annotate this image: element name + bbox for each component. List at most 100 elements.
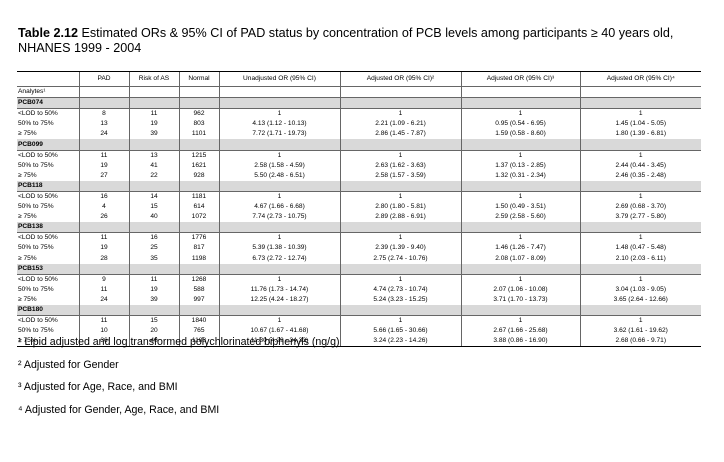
row-label: <LOD to 50% [18,317,58,325]
table-row: <LOD to 50% 11 13 1215 1 1 1 1 [17,150,701,161]
table-cell: 24 [78,294,129,305]
table-cell: 1268 [178,274,219,285]
table-caption: Table 2.12 Estimated ORs & 95% CI of PAD… [18,26,698,56]
row-label: ≥ 75% [18,130,37,138]
header-cell-pad: PAD [78,71,129,87]
table-cell: 2.07 (1.06 - 10.08) [460,284,580,295]
table-cell: 8 [78,108,129,120]
table-cell: 1 [339,274,461,285]
table-cell: 16 [128,232,179,244]
analytes-label-row: Analytes¹ [17,86,701,99]
table-row: ≥ 75% 24 39 997 12.25 (4.24 - 18.27) 5.24 (3.… [17,294,701,305]
table-cell: 2.80 (1.80 - 5.81) [339,202,461,213]
table-cell: 41 [128,160,179,171]
table-cell: 1 [339,232,461,244]
table-cell: 10.67 (1.67 - 41.68) [218,326,340,337]
table-cell: 11.30 (4.29 - 34.33) [218,336,340,348]
table-cell: 3.79 (2.77 - 5.80) [579,212,701,223]
table-cell: 2.08 (1.07 - 8.09) [460,253,580,264]
table-cell: 817 [178,243,219,254]
table-cell: 1 [218,274,340,285]
table-cell: 19 [128,284,179,295]
table-cell: 803 [178,119,219,130]
table-cell: 1.48 (0.47 - 5.48) [579,243,701,254]
table-cell: 1 [579,274,701,285]
table-cell: 1.45 (1.04 - 5.05) [579,119,701,130]
row-label: 50% to 75% [18,327,54,335]
table-cell: 19 [78,243,129,254]
table-cell: 1.59 (0.58 - 8.60) [460,129,580,140]
table-cell: 0.95 (0.54 - 6.95) [460,119,580,130]
table-cell: 1840 [178,315,219,327]
row-label: ≥ 75% [18,213,37,221]
row-label: <LOD to 50% [18,151,58,159]
table-cell: 11 [78,232,129,244]
table-cell: 5.50 (2.48 - 6.51) [218,170,340,181]
table-cell: 25 [128,243,179,254]
table-body: Analytes¹ PCB074 <LOD to 50% 8 11 962 1 1 1 1 50%… [17,86,701,348]
table-cell: 5.39 (1.38 - 10.39) [218,243,340,254]
table-cell: 2.86 (1.45 - 7.87) [339,129,461,140]
table-cell: 1 [460,274,580,285]
footnote-3: ³ Adjusted for Age, Race, and BMI [18,381,178,393]
table-cell: 1 [579,191,701,203]
table-row: ≥ 75% 24 39 1101 7.72 (1.71 - 19.73) 2.86 (1.… [17,129,701,140]
table-cell: 4.67 (1.66 - 6.68) [218,202,340,213]
table-row: 50% to 75% 19 25 817 5.39 (1.38 - 10.39) 2.39… [17,243,701,254]
table-number: Table 2.12 [18,26,78,40]
table-cell: 1 [460,232,580,244]
table-cell: 1621 [178,160,219,171]
table-row: ≥ 75% 27 22 928 5.50 (2.48 - 6.51) 2.58 (1.57… [17,170,701,181]
row-label: 50% to 75% [18,203,54,211]
table-cell: 14 [128,191,179,203]
table-cell: 39 [128,294,179,305]
table-cell: 5.24 (3.23 - 15.25) [339,294,461,305]
table-cell: 2.63 (1.62 - 3.63) [339,160,461,171]
table-row: 50% to 75% 4 15 614 4.67 (1.66 - 6.68) 2.80 (… [17,202,701,213]
table-cell: 2.59 (2.58 - 5.60) [460,212,580,223]
table-cell: 15 [128,315,179,327]
table-cell: 40 [128,336,179,348]
table-row: <LOD to 50% 9 11 1268 1 1 1 1 [17,274,701,285]
table-cell: 1198 [178,253,219,264]
row-label: 50% to 75% [18,161,54,169]
table-cell: 9 [78,274,129,285]
table-cell: 1 [218,108,340,120]
table-cell: 1 [339,150,461,161]
header-cell-risk: Risk of AS [128,71,179,87]
table-row: 50% to 75% 11 19 588 11.76 (1.73 - 14.74) 4.7… [17,284,701,295]
table-cell: 1 [579,232,701,244]
table-row: <LOD to 50% 11 15 1840 1 1 1 1 [17,315,701,327]
group-row: PCB099 [17,139,701,151]
table-cell: 1.80 (1.39 - 6.81) [579,129,701,140]
group-row: PCB180 [17,304,701,317]
table-cell: 2.21 (1.09 - 6.21) [339,119,461,130]
footnote-2: ² Adjusted for Gender [18,359,119,371]
group-row: PCB074 [17,97,701,110]
row-label: ≥ 75% [18,254,37,262]
table-cell: 20 [128,326,179,337]
table-cell: 4.74 (2.73 - 10.74) [339,284,461,295]
table-cell: 928 [178,170,219,181]
group-row: PCB118 [17,180,701,192]
table-cell: 1 [339,108,461,120]
table-cell: 19 [128,119,179,130]
group-name: PCB099 [17,139,79,151]
row-label: ≥ 75% [18,295,37,303]
table-cell: 27 [78,170,129,181]
table-cell: 11 [128,108,179,120]
row-label: <LOD to 50% [18,275,58,283]
table-cell: 1215 [178,150,219,161]
table-cell: 13 [78,119,129,130]
table-row: 50% to 75% 19 41 1621 2.58 (1.58 - 4.59) 2.63… [17,160,701,171]
group-name: PCB180 [17,304,79,317]
table-cell: 3.04 (1.03 - 9.05) [579,284,701,295]
row-label: ≥ 75% [18,171,37,179]
header-cell-adjusted-gender: Adjusted OR (95% CI)² [339,71,461,87]
table-cell: 1072 [178,212,219,223]
table-cell: 39 [128,129,179,140]
header-cell-adjusted-all: Adjusted OR (95% CI)⁴ [579,71,701,87]
table-cell: 1776 [178,232,219,244]
header-cell-analyte [17,71,79,87]
table-cell: 15 [128,202,179,213]
